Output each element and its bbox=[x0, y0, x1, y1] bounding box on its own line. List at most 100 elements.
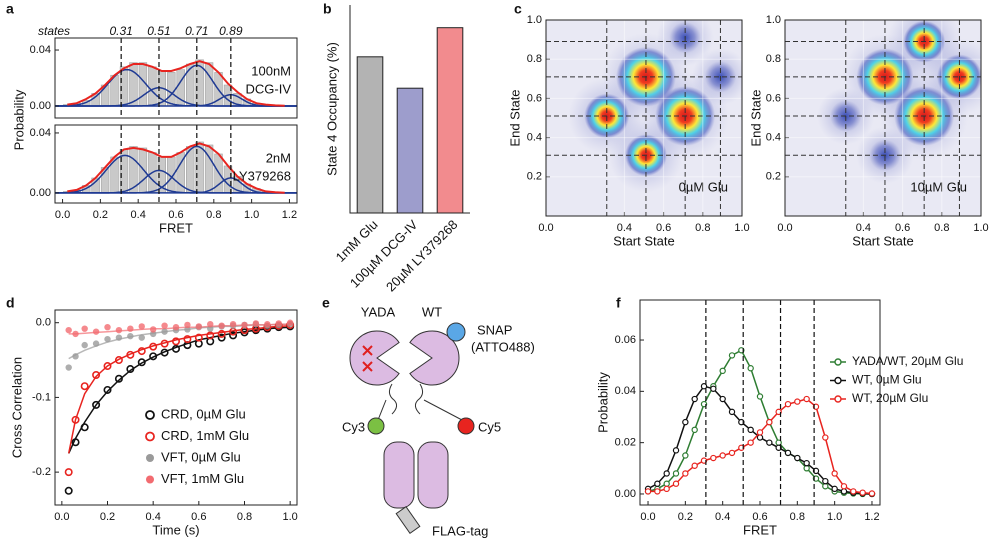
frame bbox=[54, 124, 298, 204]
x-tick-label: 0.0 bbox=[640, 511, 655, 523]
marker bbox=[859, 489, 866, 496]
x-tick-label: 0.4 bbox=[131, 209, 146, 221]
marker bbox=[728, 352, 736, 359]
state-label: 0.31 bbox=[109, 24, 132, 38]
marker bbox=[64, 468, 73, 477]
marker bbox=[103, 385, 112, 394]
marker bbox=[840, 483, 848, 490]
snap-label: (ATTO488) bbox=[471, 339, 535, 354]
condition-label: 0µM Glu bbox=[679, 179, 728, 194]
x-tick-label: 0.0 bbox=[55, 209, 70, 221]
marker bbox=[195, 323, 203, 330]
y-tick-label: 0.8 bbox=[766, 53, 781, 65]
marker bbox=[691, 426, 698, 434]
marker bbox=[207, 325, 214, 332]
marker bbox=[719, 395, 726, 403]
marker bbox=[160, 339, 169, 348]
cy5-dye bbox=[457, 417, 475, 435]
legend-marker bbox=[145, 410, 155, 420]
x-tick-label: 0.8 bbox=[790, 511, 805, 523]
bar bbox=[186, 63, 195, 107]
marker bbox=[172, 344, 181, 353]
legend-marker bbox=[146, 475, 154, 484]
x-tick-label: 0.0 bbox=[777, 222, 792, 234]
marker bbox=[682, 418, 689, 426]
marker bbox=[126, 365, 135, 374]
plot-area bbox=[55, 59, 297, 107]
series-line bbox=[647, 349, 872, 495]
legend-marker bbox=[834, 358, 842, 366]
bar bbox=[436, 27, 464, 213]
marker bbox=[691, 395, 698, 403]
legend-marker bbox=[834, 395, 842, 403]
marker bbox=[831, 485, 838, 493]
marker bbox=[115, 334, 123, 341]
linker bbox=[377, 399, 463, 421]
vft-domain bbox=[349, 330, 400, 386]
x-tick-label: 0.4 bbox=[856, 222, 871, 234]
bar bbox=[204, 62, 214, 107]
marker bbox=[794, 398, 801, 405]
marker bbox=[71, 438, 80, 447]
state-label: 0.89 bbox=[219, 24, 243, 38]
marker bbox=[161, 328, 168, 335]
x-axis-label: FRET bbox=[159, 220, 193, 235]
tm-domain bbox=[383, 441, 415, 509]
snap-label: SNAP bbox=[477, 322, 512, 337]
state-label: 0.71 bbox=[185, 24, 208, 38]
marker bbox=[72, 353, 79, 360]
y-tick-label: 1.0 bbox=[766, 14, 781, 26]
series-line bbox=[648, 398, 873, 495]
marker bbox=[275, 320, 282, 327]
component-curve bbox=[55, 177, 297, 194]
marker bbox=[218, 322, 225, 329]
condition-label: 10µM Glu bbox=[910, 179, 967, 194]
y-tick-label: 0.6 bbox=[766, 92, 781, 104]
x-tick-label: 0.6 bbox=[168, 209, 183, 221]
plot-area bbox=[55, 141, 297, 194]
legend-label: CRD, 1mM Glu bbox=[161, 428, 249, 443]
schematic: e YADA WT SNAP (ATTO488) Cy3 Cy5 FLAG-ta… bbox=[322, 295, 535, 539]
x-tick-label: 0.6 bbox=[895, 222, 910, 234]
panel-label: a bbox=[6, 1, 14, 17]
y-tick-label: 0.6 bbox=[527, 92, 542, 104]
x-tick-label: 0.2 bbox=[93, 209, 108, 221]
x-tick-label: 0.4 bbox=[146, 511, 161, 523]
marker bbox=[81, 325, 88, 332]
x-tick-label: 0.8 bbox=[237, 511, 252, 523]
y-axis-label: Probability bbox=[595, 372, 610, 433]
x-tick-label: 0.6 bbox=[656, 222, 671, 234]
y-axis-label: State 4 Occupancy (%) bbox=[324, 42, 339, 176]
marker bbox=[803, 395, 810, 403]
y-axis-label: Probability bbox=[11, 89, 26, 150]
frame bbox=[784, 19, 982, 217]
marker bbox=[728, 408, 736, 416]
marker bbox=[794, 454, 801, 462]
marker bbox=[850, 488, 857, 495]
marker bbox=[747, 439, 754, 446]
bar bbox=[110, 156, 119, 194]
marker bbox=[784, 400, 792, 408]
marker bbox=[138, 334, 145, 341]
marker bbox=[92, 370, 101, 379]
frame bbox=[54, 309, 298, 506]
marker bbox=[184, 321, 191, 329]
legend-label: CRD, 0µM Glu bbox=[161, 406, 246, 421]
fit-curve bbox=[67, 60, 285, 107]
marker bbox=[822, 477, 829, 485]
marker bbox=[672, 480, 680, 487]
marker bbox=[207, 320, 214, 328]
y-tick-label: 0.2 bbox=[766, 171, 781, 183]
plot-area bbox=[356, 27, 464, 213]
y-tick-label: 0.04 bbox=[30, 127, 51, 139]
component-curve bbox=[55, 94, 297, 107]
marker bbox=[92, 400, 101, 409]
flag-tag bbox=[395, 506, 421, 534]
y-tick-label: -0.1 bbox=[32, 391, 51, 403]
marker bbox=[137, 347, 146, 356]
marker bbox=[710, 385, 717, 392]
marker bbox=[756, 393, 764, 400]
states-label: states bbox=[38, 24, 70, 38]
